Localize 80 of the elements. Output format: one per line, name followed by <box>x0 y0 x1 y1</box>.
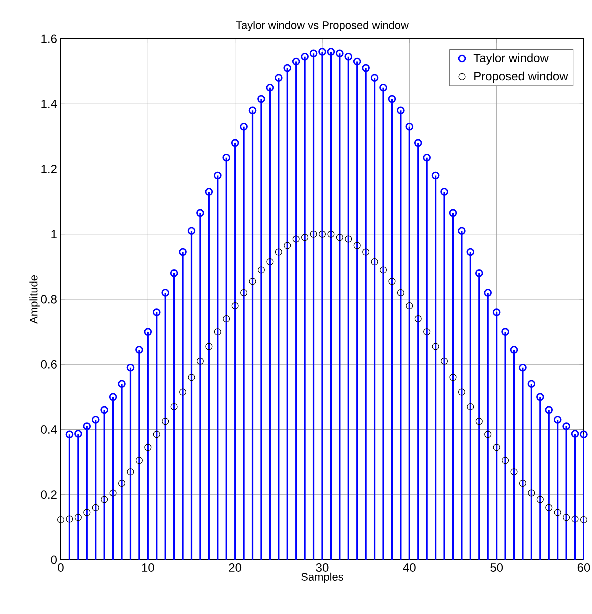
y-tick-label: 1.4 <box>42 100 58 108</box>
y-tick-label: 0 <box>51 556 57 564</box>
x-tick-label: 20 <box>229 564 242 572</box>
point <box>179 248 187 256</box>
chart-title: Taylor window vs Proposed window <box>236 21 409 32</box>
point <box>432 172 440 180</box>
x-tick-label: 0 <box>58 564 64 572</box>
point <box>458 227 466 236</box>
point <box>545 406 554 414</box>
point <box>240 123 248 131</box>
x-tick-label: 60 <box>578 564 590 572</box>
point <box>554 416 562 424</box>
point <box>562 422 570 430</box>
point <box>344 53 353 61</box>
point <box>380 84 388 92</box>
point <box>484 289 492 297</box>
x-tick-label: 40 <box>403 564 416 572</box>
point <box>353 58 362 66</box>
point <box>370 74 379 82</box>
point <box>188 227 196 236</box>
point <box>214 172 222 180</box>
y-axis-title: Amplitude <box>30 276 40 324</box>
point <box>536 393 544 402</box>
point <box>466 248 475 256</box>
legend-label: Proposed window <box>474 72 568 84</box>
point <box>118 380 126 388</box>
point <box>248 106 257 115</box>
legend-label: Taylor window <box>474 54 549 65</box>
point <box>196 209 204 218</box>
point <box>162 289 170 297</box>
y-tick-label: 1.2 <box>42 165 57 174</box>
point <box>475 270 484 278</box>
y-tick-label: 1.6 <box>42 34 57 44</box>
point <box>502 328 510 336</box>
point <box>301 53 309 61</box>
point <box>492 308 501 316</box>
point <box>83 422 92 430</box>
point <box>449 209 458 218</box>
point <box>310 50 318 58</box>
x-axis-title: Samples <box>302 572 344 584</box>
y-tick-label: 0.4 <box>41 426 58 434</box>
point <box>126 364 135 372</box>
point <box>292 58 300 66</box>
point <box>144 328 152 336</box>
point <box>100 406 108 414</box>
y-tick-label: 0.8 <box>41 295 57 304</box>
x-tick-label: 30 <box>316 564 329 572</box>
y-tick-label: 1 <box>52 230 57 239</box>
point <box>92 416 100 424</box>
point <box>275 74 283 82</box>
point <box>571 430 580 438</box>
point <box>327 48 336 56</box>
point <box>74 430 82 438</box>
point <box>258 95 266 104</box>
x-tick-label: 10 <box>142 564 154 572</box>
point <box>406 123 414 131</box>
y-tick-label: 0.6 <box>41 360 57 369</box>
point <box>423 154 431 162</box>
point <box>136 346 144 354</box>
point <box>510 346 518 354</box>
point <box>336 50 344 58</box>
point <box>519 364 527 372</box>
x-tick-label: 50 <box>490 564 504 572</box>
point <box>362 64 370 72</box>
point <box>388 95 396 104</box>
point <box>440 188 448 196</box>
point <box>109 393 118 402</box>
point <box>152 308 161 316</box>
point <box>397 106 405 115</box>
point <box>205 188 214 196</box>
point <box>66 430 74 439</box>
point <box>266 84 274 92</box>
point <box>414 139 422 148</box>
point <box>318 48 326 56</box>
point <box>528 380 536 388</box>
point <box>284 64 292 72</box>
point <box>170 270 178 278</box>
point <box>231 139 240 148</box>
point <box>222 154 231 162</box>
y-tick-label: 0.2 <box>41 490 57 500</box>
